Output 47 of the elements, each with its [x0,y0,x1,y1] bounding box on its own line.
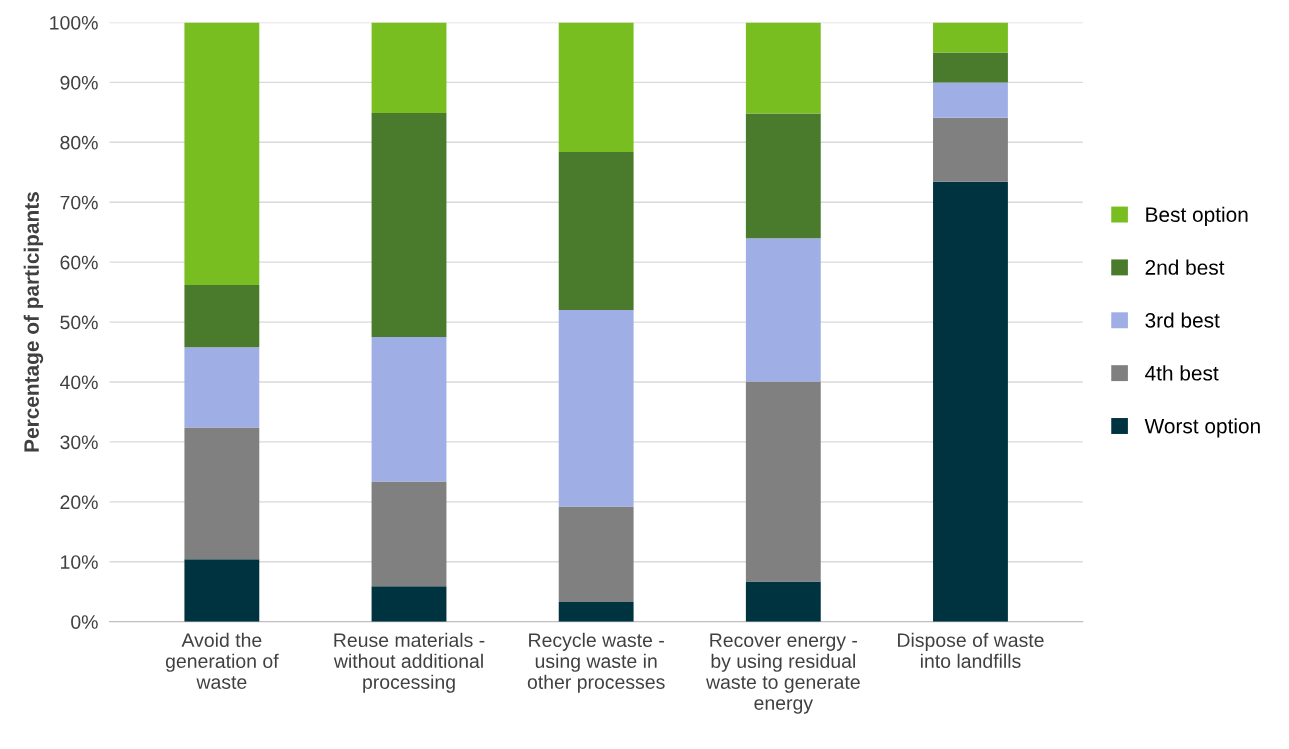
bar [184,559,260,622]
y-tick-label: 0% [71,615,98,629]
bar [558,151,634,311]
bar [933,22,1008,53]
bar [184,22,260,285]
y-tick-label: 40% [59,375,98,390]
y-tick-label: 100% [50,15,98,30]
bar [371,337,447,482]
bar [558,506,634,602]
bar [558,22,634,152]
bar [371,481,447,587]
bar [184,427,260,560]
bar [933,117,1008,182]
legend-label: 3rd best [1145,312,1220,328]
bar [184,284,260,348]
bar [371,22,447,113]
y-tick-label: 70% [60,195,98,210]
legend-label: 4th best [1145,365,1219,381]
x-tick-label: Recycle waste - using waste in other processes [527,632,665,693]
y-tick-label: 10% [61,555,98,569]
bar [371,112,447,338]
y-tick-label: 60% [60,255,98,270]
x-tick-label: Dispose of waste into landfills [898,632,1044,669]
bar [371,586,447,622]
bar [933,181,1008,622]
bar [745,22,821,114]
y-tick-label: 20% [60,495,98,510]
x-tick-label: Avoid the generation of waste [165,632,279,689]
y-tick-label: 30% [60,435,98,450]
bar [933,52,1008,83]
y-tick-label: 50% [60,315,98,330]
legend-label: Best option [1146,206,1248,227]
x-tick-label: Recover energy - by using residual waste to generate energy [706,633,860,714]
y-tick-label: 80% [60,135,98,150]
bar [184,347,260,428]
bar [745,238,821,382]
bar [745,381,821,582]
bar [558,310,634,507]
bar [933,82,1008,118]
y-axis-title: Percentage of participants [23,192,44,452]
bar [558,601,634,622]
legend-label: Worst option [1144,418,1260,438]
bar [745,581,821,622]
legend-label: 2nd best [1145,259,1225,275]
bar [745,113,821,239]
y-tick-label: 90% [60,75,98,90]
x-tick-label: Reuse materials - without additional processing [333,632,485,693]
